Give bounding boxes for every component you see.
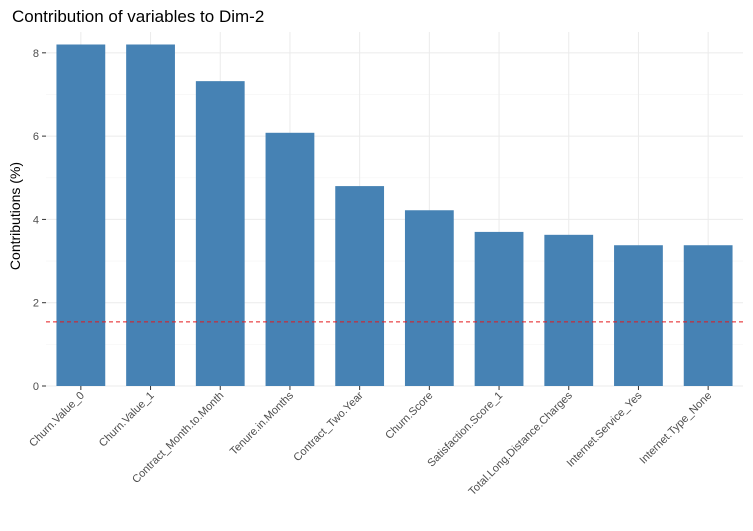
bar (265, 132, 315, 386)
bar (404, 210, 454, 386)
chart-title: Contribution of variables to Dim-2 (12, 7, 264, 26)
y-tick-label: 2 (33, 298, 39, 310)
y-tick-label: 0 (33, 381, 39, 393)
x-tick-label: Tenure.in.Months (228, 389, 297, 458)
bar (544, 234, 594, 386)
x-tick-label: Churn.Value_0 (27, 390, 87, 450)
bar (56, 44, 106, 387)
bars (56, 44, 733, 387)
bar (126, 44, 175, 387)
x-tick-label: Satisfaction.Score_1 (425, 390, 505, 470)
x-tick-label: Churn.Value_1 (97, 390, 157, 450)
bar (683, 245, 733, 386)
x-tick-label: Churn.Score (383, 390, 435, 442)
x-tick-label: Internet.Type_None (637, 390, 714, 467)
y-axis-label: Contributions (%) (7, 162, 23, 270)
y-tick-label: 6 (33, 131, 39, 143)
x-tick-label: Contract_Two.Year (291, 389, 366, 464)
bar (474, 231, 524, 386)
bar (614, 245, 663, 386)
bar (195, 81, 245, 387)
y-tick-label: 4 (33, 214, 39, 226)
bar (335, 186, 385, 386)
x-axis-ticks: Churn.Value_0 Churn.Value_1Contract_Month… (27, 386, 714, 498)
x-tick-label: Internet.Service_Yes (565, 389, 645, 469)
y-tick-label: 8 (33, 48, 39, 60)
y-axis-ticks: 0 2 4 6 8 (33, 48, 46, 393)
